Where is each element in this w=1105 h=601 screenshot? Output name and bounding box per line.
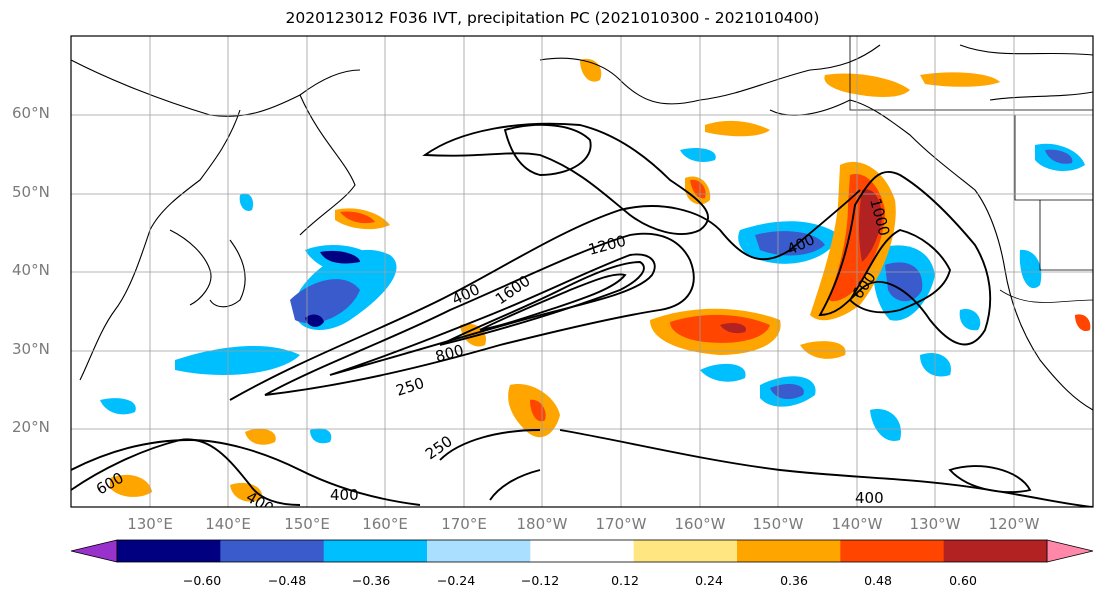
lon-label: 130°W	[909, 515, 961, 533]
negative-precip-shading	[100, 143, 1085, 444]
lon-label: 160°E	[362, 515, 408, 533]
lon-label: 140°W	[831, 515, 883, 533]
lon-label: 150°W	[752, 515, 804, 533]
lon-label: 170°W	[595, 515, 647, 533]
colorbar-tick-label: −0.60	[182, 573, 222, 588]
lat-label: 30°N	[12, 340, 50, 358]
colorbar-tick-label: −0.48	[267, 573, 307, 588]
lat-label: 60°N	[12, 104, 50, 122]
map-title: 2020123012 F036 IVT, precipitation PC (2…	[285, 9, 820, 27]
colorbar-swatch	[943, 540, 1048, 562]
lon-label: 170°E	[441, 515, 487, 533]
colorbar-frame	[116, 539, 1048, 563]
colorbar-tick-label: −0.24	[436, 573, 476, 588]
colorbar-swatch	[220, 540, 325, 562]
colorbar-extend-high	[1046, 539, 1094, 563]
plot-area: 400 800 1200 1600 250 250 400 400 600 40…	[71, 36, 1093, 507]
graticule	[71, 36, 1093, 507]
colorbar-tick-label: 0.12	[611, 573, 639, 588]
borders	[849, 36, 1093, 303]
colorbar-tick-label: −0.36	[351, 573, 391, 588]
colorbar-tick-label: 0.36	[780, 573, 808, 588]
colorbar-tick-label: 0.24	[695, 573, 723, 588]
colorbar-swatch	[117, 540, 221, 562]
lon-label: 180°W	[516, 515, 568, 533]
colorbar-swatch	[737, 540, 841, 562]
colorbar	[70, 539, 1094, 563]
colorbar-swatch	[530, 540, 635, 562]
positive-precip-shading	[110, 58, 1091, 502]
colorbar-swatch	[323, 540, 428, 562]
contour-label: 400	[330, 486, 359, 504]
lat-label: 50°N	[12, 183, 50, 201]
colorbar-swatch	[427, 540, 531, 562]
lon-label: 120°W	[988, 515, 1040, 533]
contour-label: 400	[855, 489, 884, 507]
colorbar-swatch	[840, 540, 945, 562]
ivt-contours	[71, 122, 1093, 507]
lon-label: 150°E	[284, 515, 330, 533]
lat-label: 20°N	[12, 418, 50, 436]
colorbar-extend-low	[70, 539, 118, 563]
colorbar-tick-label: −0.12	[520, 573, 560, 588]
lat-label: 40°N	[12, 261, 50, 279]
colorbar-tick-label: 0.48	[864, 573, 892, 588]
colorbar-swatch	[633, 540, 738, 562]
lon-label: 130°E	[127, 515, 173, 533]
lon-label: 160°W	[674, 515, 726, 533]
lon-label: 140°E	[205, 515, 251, 533]
plot-frame	[70, 35, 1094, 508]
colorbar-tick-label: 0.60	[949, 573, 977, 588]
